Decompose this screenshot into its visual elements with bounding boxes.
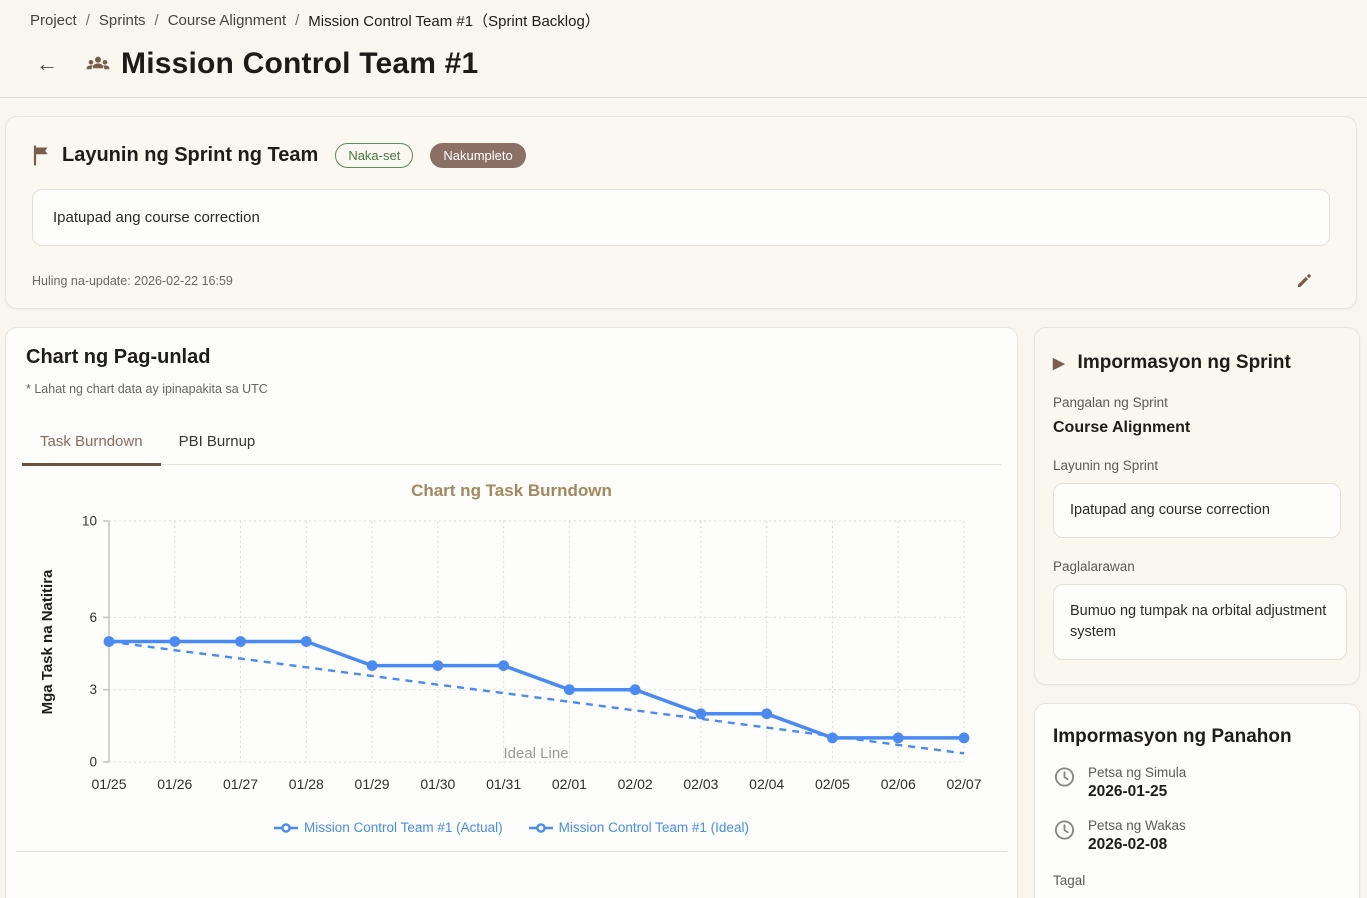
svg-text:3: 3 bbox=[89, 682, 97, 697]
svg-text:02/05: 02/05 bbox=[815, 776, 850, 792]
chart-card-title: Chart ng Pag-unlad bbox=[26, 346, 211, 368]
sprint-name-value: Course Alignment bbox=[1053, 419, 1191, 436]
chart-utc-note: * Lahat ng chart data ay ipinapakita sa … bbox=[26, 382, 268, 396]
breadcrumb-project[interactable]: Project bbox=[30, 12, 77, 29]
sprint-info-card: ▶ Impormasyon ng Sprint Pangalan ng Spri… bbox=[1034, 327, 1360, 686]
sprint-goal-label: Layunin ng Sprint bbox=[1053, 458, 1159, 473]
flag-icon bbox=[32, 145, 51, 166]
team-sprint-goal-card: Layunin ng Sprint ng Team Naka-set Nakum… bbox=[5, 116, 1357, 309]
svg-text:01/27: 01/27 bbox=[223, 776, 258, 792]
svg-text:02/02: 02/02 bbox=[618, 776, 653, 792]
svg-text:01/30: 01/30 bbox=[420, 776, 455, 792]
svg-text:02/07: 02/07 bbox=[946, 776, 981, 792]
end-date-value: 2026-02-08 bbox=[1088, 836, 1168, 854]
svg-text:01/29: 01/29 bbox=[355, 776, 390, 792]
svg-text:01/28: 01/28 bbox=[289, 776, 324, 792]
goal-last-updated: Huling na-update: 2026-02-22 16:59 bbox=[32, 273, 233, 288]
edit-pencil-icon[interactable] bbox=[1295, 271, 1314, 290]
start-date-label: Petsa ng Simula bbox=[1088, 765, 1187, 781]
tab-task-burndown[interactable]: Task Burndown bbox=[22, 422, 161, 466]
svg-text:Ideal Line: Ideal Line bbox=[503, 745, 568, 762]
svg-text:0: 0 bbox=[89, 755, 97, 770]
sprint-goal-input[interactable]: Ipatupad ang course correction bbox=[32, 189, 1330, 246]
header-divider bbox=[0, 97, 1367, 98]
goal-set-badge: Naka-set bbox=[335, 143, 414, 168]
start-date-value: 2026-01-25 bbox=[1088, 783, 1168, 801]
page-title: Mission Control Team #1 bbox=[121, 47, 479, 80]
duration-label: Tagal bbox=[1053, 873, 1086, 889]
clock-icon bbox=[1053, 765, 1076, 793]
breadcrumb-current: Mission Control Team #1（Sprint Backlog） bbox=[308, 13, 600, 30]
breadcrumb-sprint-name[interactable]: Course Alignment bbox=[167, 12, 287, 29]
end-date-label: Petsa ng Wakas bbox=[1088, 818, 1186, 834]
sidebar: ▶ Impormasyon ng Sprint Pangalan ng Spri… bbox=[1034, 327, 1360, 898]
breadcrumb-separator: / bbox=[154, 12, 159, 29]
tab-pbi-burnup[interactable]: PBI Burnup bbox=[178, 433, 256, 450]
chart-legend: Mission Control Team #1 (Actual) Mission… bbox=[22, 820, 1001, 835]
svg-text:01/31: 01/31 bbox=[486, 776, 521, 792]
page-header: ← Mission Control Team #1 bbox=[0, 31, 1367, 81]
sprint-info-title: Impormasyon ng Sprint bbox=[1077, 352, 1291, 373]
progress-chart-card: Chart ng Pag-unlad * Lahat ng chart data… bbox=[5, 327, 1018, 898]
svg-text:10: 10 bbox=[82, 514, 97, 529]
goal-card-title: Layunin ng Sprint ng Team bbox=[62, 144, 319, 166]
svg-text:01/25: 01/25 bbox=[91, 776, 126, 792]
sprint-desc-value: Bumuo ng tumpak na orbital adjustment sy… bbox=[1053, 584, 1347, 661]
breadcrumb: Project / Sprints / Course Alignment / M… bbox=[0, 0, 1367, 31]
sprint-name-label: Pangalan ng Sprint bbox=[1053, 395, 1168, 410]
team-icon bbox=[84, 54, 112, 74]
period-info-title: Impormasyon ng Panahon bbox=[1053, 726, 1292, 748]
sprint-desc-label: Paglalarawan bbox=[1053, 559, 1135, 575]
chart-tabs: Task Burndown PBI Burnup bbox=[22, 422, 1001, 466]
legend-actual[interactable]: Mission Control Team #1 (Actual) bbox=[274, 820, 503, 835]
chart-card-divider bbox=[16, 851, 1007, 852]
breadcrumb-separator: / bbox=[85, 12, 90, 29]
goal-completed-badge: Nakumpleto bbox=[430, 143, 526, 168]
svg-text:02/04: 02/04 bbox=[749, 776, 784, 792]
burndown-chart-title: Chart ng Task Burndown bbox=[411, 481, 612, 500]
svg-text:6: 6 bbox=[89, 610, 97, 625]
svg-text:02/06: 02/06 bbox=[881, 776, 916, 792]
clock-icon bbox=[1053, 818, 1076, 846]
svg-text:01/26: 01/26 bbox=[157, 776, 192, 792]
period-info-card: Impormasyon ng Panahon Petsa ng Simula 2… bbox=[1034, 703, 1360, 898]
collapse-triangle-icon[interactable]: ▶ bbox=[1053, 355, 1065, 372]
svg-text:Mga Task na Natitira: Mga Task na Natitira bbox=[39, 569, 56, 714]
svg-text:02/01: 02/01 bbox=[552, 776, 587, 792]
breadcrumb-sprints[interactable]: Sprints bbox=[98, 12, 146, 29]
sprint-goal-value: Ipatupad ang course correction bbox=[1053, 483, 1341, 539]
breadcrumb-separator: / bbox=[295, 12, 300, 29]
svg-text:02/03: 02/03 bbox=[683, 776, 718, 792]
back-arrow-icon[interactable]: ← bbox=[36, 51, 58, 76]
burndown-chart: 0 3 6 10 01/25 01/26 01/27 01/28 01/29 01/30 01/31… bbox=[39, 514, 982, 793]
legend-ideal[interactable]: Mission Control Team #1 (Ideal) bbox=[528, 820, 749, 835]
